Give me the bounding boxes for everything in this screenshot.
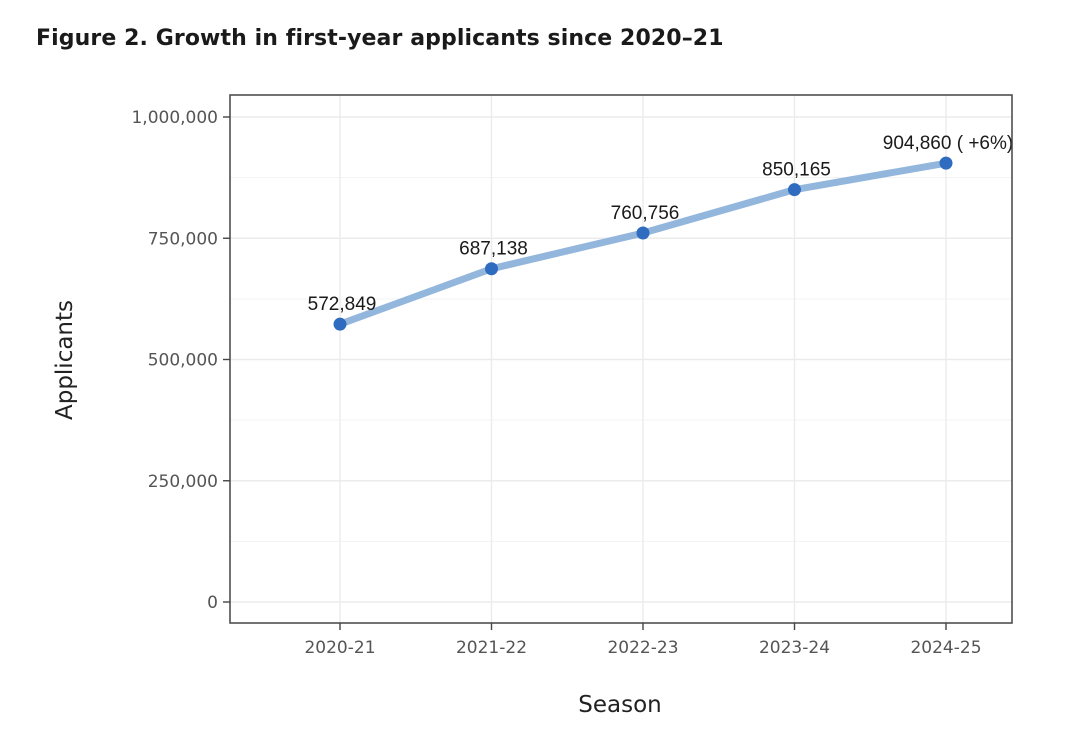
x-tick-label: 2021-22 [456,638,527,658]
series-layer [333,156,953,331]
data-point [636,226,650,240]
data-point [939,156,953,170]
data-label: 904,860 ( +6%) [883,133,1013,154]
data-point [485,262,498,276]
x-tick-label: 2022-23 [607,638,678,658]
data-label: 850,165 [762,160,831,181]
axis-ticks: 0 250,000 500,000 750,000 1,000,000 2020-21 20… [131,108,981,658]
y-tick-label: 250,000 [148,472,218,492]
y-tick-label: 1,000,000 [131,108,218,128]
y-tick-label: 500,000 [148,351,218,371]
data-point [333,317,347,331]
data-point [788,183,801,197]
y-tick-label: 750,000 [148,229,218,249]
y-tick-label: 0 [207,593,218,613]
x-axis-title: Season [578,692,661,718]
grid-lines [230,95,1012,623]
figure-title: Figure 2. Growth in first-year applicant… [36,26,724,51]
data-label: 760,756 [611,203,680,224]
data-labels: 572,849 687,138 760,756 850,165 904,860 ( +6… [308,133,1014,315]
data-label: 572,849 [308,294,377,315]
data-label: 687,138 [459,239,528,260]
x-tick-label: 2020-21 [304,638,375,658]
x-tick-label: 2024-25 [910,638,981,658]
y-axis-title: Applicants [52,300,78,420]
x-tick-label: 2023-24 [759,638,830,658]
